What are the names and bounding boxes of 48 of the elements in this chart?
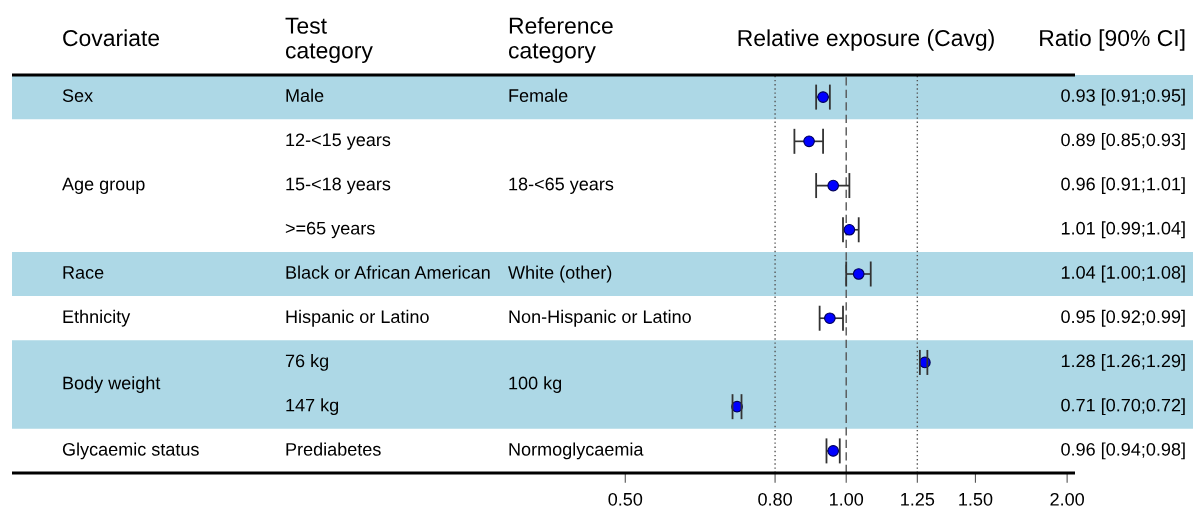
annotation: Body weight <box>63 376 161 393</box>
data-label: 0.95 [0.92;0.99] <box>1061 309 1185 327</box>
annotation: White (other) <box>508 265 612 283</box>
data-label: 1.01 [0.99;1.04] <box>1061 221 1185 239</box>
y-tick-label: >=65 years <box>285 221 375 239</box>
annotation: Normoglycaemia <box>509 442 644 460</box>
y-tick-label: 15-<18 years <box>286 177 391 194</box>
text: Covariate <box>63 29 160 47</box>
data-label: 1.28 [1.26;1.29] <box>1061 354 1185 371</box>
y-tick-label: Male <box>286 88 324 102</box>
x-tick-label: 0.50 <box>608 492 643 506</box>
y-tick-label: Prediabetes <box>286 442 381 456</box>
annotation: Non-Hispanic or Latino <box>509 309 691 327</box>
data-label: 0.96 [0.91;1.01] <box>1061 177 1185 194</box>
point <box>827 445 840 457</box>
data-label: 0.89 [0.85;0.93] <box>1061 132 1185 150</box>
annotation: Age group <box>62 177 145 194</box>
annotation: 100 kg <box>509 376 562 393</box>
annotation: Glycaemic status <box>62 442 199 460</box>
point <box>827 179 840 192</box>
y-tick-label: Hispanic or Latino <box>286 309 429 327</box>
text: Reference category <box>508 17 613 64</box>
y-axis-title: Test category <box>285 17 373 64</box>
text: Ratio [90% CI] <box>1040 29 1185 51</box>
point <box>852 268 865 280</box>
data-label: 0.93 [0.91;0.95] <box>1061 88 1185 106</box>
x-tick-label: 0.80 <box>758 492 792 506</box>
y-tick-label: 147 kg <box>286 398 339 416</box>
x-axis-title: Relative exposure (Cavg) <box>738 29 994 51</box>
annotation: Race <box>63 266 104 279</box>
y-tick-label: Black or African American <box>286 265 490 279</box>
y-tick-label: 76 kg <box>285 354 329 371</box>
x-tick-label: 1.00 <box>830 492 864 506</box>
annotation: Sex <box>62 89 93 102</box>
x-tick-label: 1.50 <box>959 492 993 506</box>
point <box>843 223 856 236</box>
annotation: 18-<65 years <box>509 177 614 194</box>
point <box>824 312 836 325</box>
data-label: 0.96 [0.94;0.98] <box>1061 442 1185 460</box>
point <box>803 135 815 148</box>
point <box>817 91 829 103</box>
y-tick-label: 12-<15 years <box>286 133 391 150</box>
data-label: 1.04 [1.00;1.08] <box>1061 265 1185 283</box>
annotation: Ethnicity <box>63 309 131 327</box>
x-tick-label: 2.00 <box>1050 492 1084 506</box>
x-tick-label: 1.25 <box>901 492 935 506</box>
annotation: Female <box>509 88 568 102</box>
data-label: 0.71 [0.70;0.72] <box>1061 398 1185 416</box>
